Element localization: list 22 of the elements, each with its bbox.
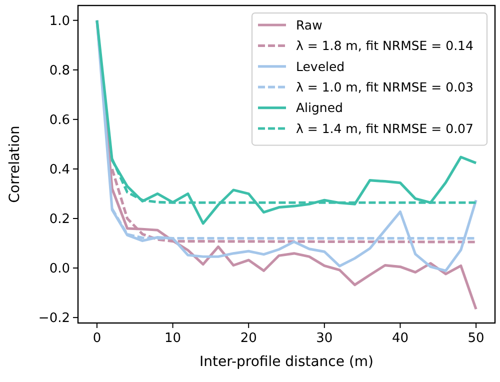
y-tick-label: 0.2	[49, 212, 70, 228]
y-tick-label: 0.0	[49, 262, 70, 277]
y-tick-label: 0.6	[49, 112, 70, 128]
y-tick-label: 1.0	[49, 14, 70, 29]
x-tick-label: 20	[240, 331, 257, 346]
legend-label: λ = 1.4 m, fit NRMSE = 0.07	[296, 120, 474, 136]
legend-label: Aligned	[296, 100, 343, 116]
legend-label: Leveled	[296, 58, 345, 74]
legend-label: λ = 1.0 m, fit NRMSE = 0.03	[296, 79, 474, 94]
x-tick-label: 50	[468, 331, 484, 346]
y-tick-label: −0.2	[38, 311, 70, 326]
legend-label: λ = 1.8 m, fit NRMSE = 0.14	[296, 38, 474, 54]
y-tick-label: 0.4	[49, 162, 70, 178]
x-tick-label: 30	[316, 331, 333, 346]
legend-label: Raw	[296, 17, 322, 32]
x-tick-label: 0	[92, 331, 102, 346]
line-series	[96, 19, 478, 225]
x-axis-title: Inter-profile distance (m)	[199, 354, 374, 370]
y-tick-label: 0.8	[49, 63, 70, 78]
x-tick-label: 10	[164, 331, 182, 346]
x-tick-label: 40	[392, 331, 408, 346]
y-axis-title: Correlation	[6, 126, 23, 203]
